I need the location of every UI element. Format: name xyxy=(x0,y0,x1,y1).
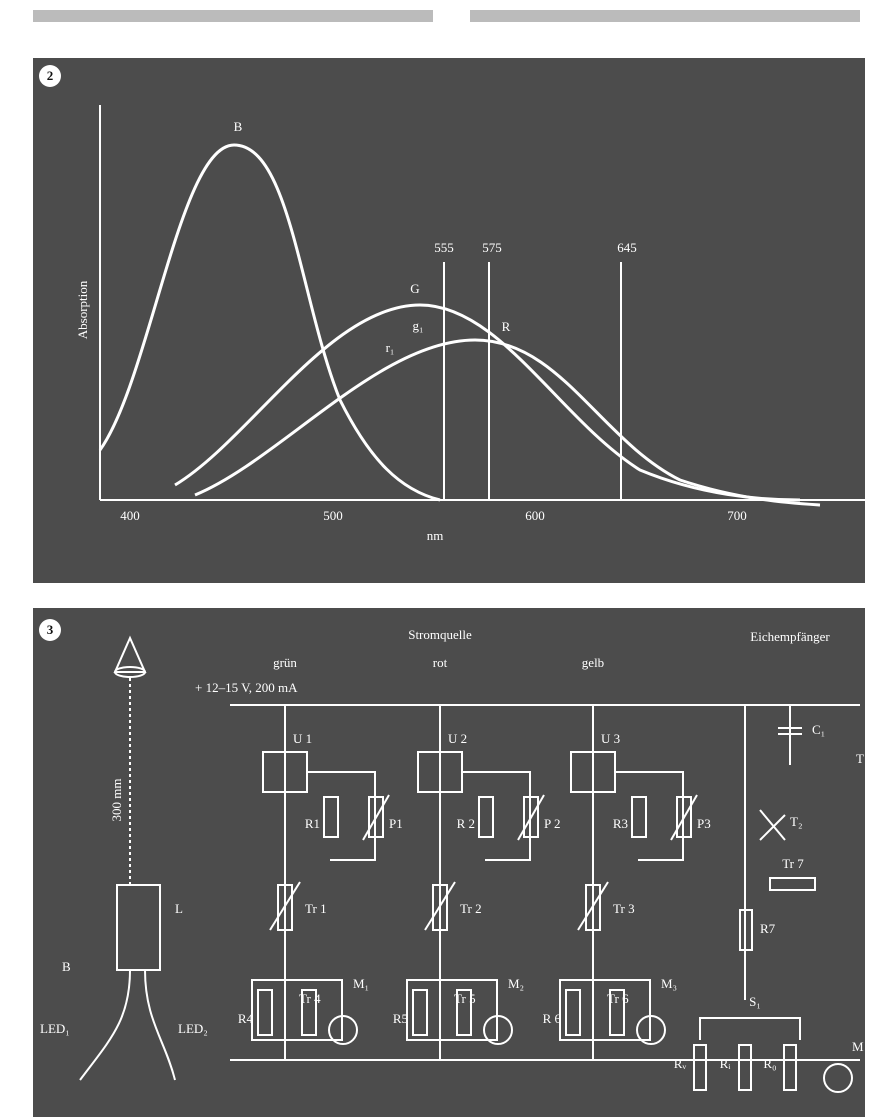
part-label: R5 xyxy=(393,1011,408,1026)
part-label: Tr 4 xyxy=(299,991,321,1006)
wavelength-label: 575 xyxy=(482,240,502,255)
curve-label: G xyxy=(410,281,419,296)
part-label: R₀ xyxy=(763,1056,776,1071)
cut-text xyxy=(470,10,860,22)
part-label: Tr 2 xyxy=(460,901,482,916)
part-label: Tr 3 xyxy=(613,901,635,916)
part-label: R7 xyxy=(760,921,776,936)
part-label: M₁ xyxy=(353,976,369,991)
part-label: R 6 xyxy=(543,1011,562,1026)
light-guide-label: L xyxy=(175,901,183,916)
page: {"figure_2":{"number":"2","axis_label":"… xyxy=(0,0,870,1117)
unit-label: nm xyxy=(427,528,444,543)
part-label: Tr 7 xyxy=(782,856,804,871)
length-label: 300 mm xyxy=(109,779,124,822)
bundle-label: B xyxy=(62,959,71,974)
part-label: Rᵥ xyxy=(674,1056,687,1071)
part-label: U 2 xyxy=(448,731,467,746)
led-label: LED₁ xyxy=(40,1021,70,1036)
wavelength-label: 645 xyxy=(617,240,637,255)
part-label: M₂ xyxy=(508,976,524,991)
part-label: M xyxy=(852,1039,864,1054)
x-tick: 600 xyxy=(525,508,545,523)
part-label: U 3 xyxy=(601,731,620,746)
color-label: gelb xyxy=(582,655,604,670)
x-tick: 700 xyxy=(727,508,747,523)
x-tick: 500 xyxy=(323,508,343,523)
part-label: C₁ xyxy=(812,722,825,737)
wavelength-label: 555 xyxy=(434,240,454,255)
receiver-label: Eichempfänger xyxy=(750,629,830,644)
part-label: T₂ xyxy=(790,814,802,829)
part-label: M₃ xyxy=(661,976,677,991)
part-label: R1 xyxy=(305,816,320,831)
part-label: R4 xyxy=(238,1011,254,1026)
part-label: Tr 6 xyxy=(607,991,629,1006)
document: 2 Absorption nm 400 500 600 700 555 575 … xyxy=(0,0,870,1117)
figure-number: 3 xyxy=(47,622,54,637)
part-label: Rᵢ xyxy=(720,1056,732,1071)
part-label: R3 xyxy=(613,816,628,831)
part-label: P 2 xyxy=(544,816,561,831)
supply-label: + 12–15 V, 200 mA xyxy=(195,680,298,695)
part-label: Tr 1 xyxy=(305,901,327,916)
axis-label: Absorption xyxy=(75,280,90,339)
part-label: P3 xyxy=(697,816,711,831)
x-tick: 400 xyxy=(120,508,140,523)
cut-text xyxy=(33,10,433,22)
curve-label: R xyxy=(502,319,511,334)
figure-2-panel xyxy=(33,58,865,583)
marker-label: g₁ xyxy=(412,318,423,333)
figure-number: 2 xyxy=(47,68,54,83)
part-label: Tr 5 xyxy=(454,991,476,1006)
led-label: LED₂ xyxy=(178,1021,208,1036)
part-label: U 1 xyxy=(293,731,312,746)
marker-label: r₁ xyxy=(386,340,395,355)
color-label: grün xyxy=(273,655,297,670)
curve-label: B xyxy=(234,119,243,134)
part-label: P1 xyxy=(389,816,403,831)
color-label: rot xyxy=(433,655,448,670)
source-label: Stromquelle xyxy=(408,627,472,642)
part-label: T xyxy=(856,751,864,766)
part-label: S₁ xyxy=(749,994,761,1009)
part-label: R 2 xyxy=(457,816,475,831)
